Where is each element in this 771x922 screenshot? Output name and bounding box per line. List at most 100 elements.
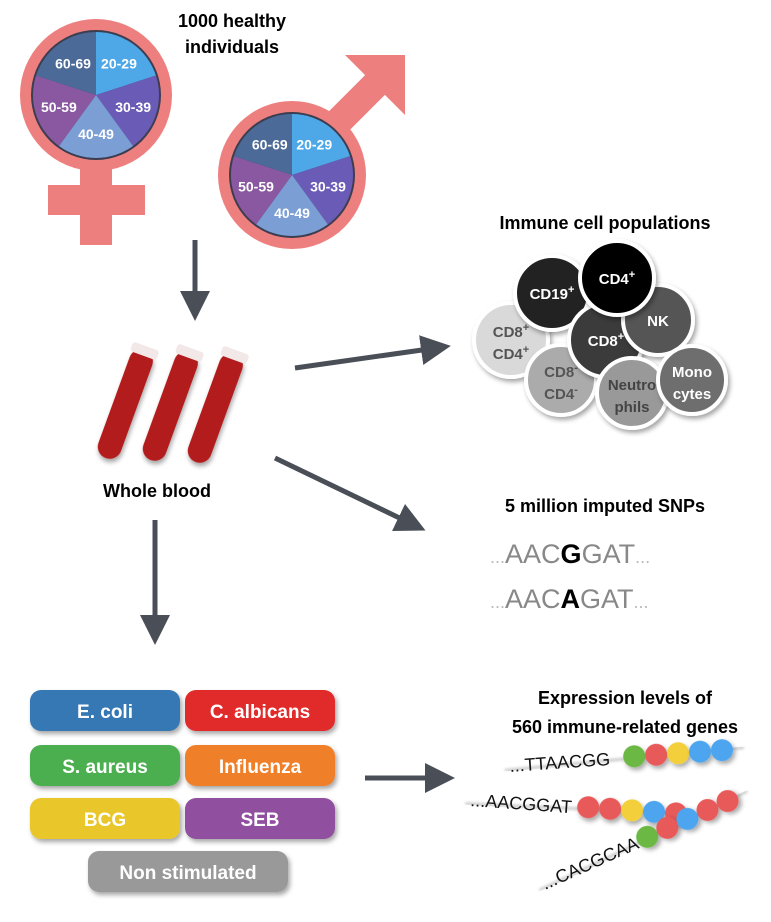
cell-label-sup: +	[523, 344, 529, 356]
cell-monocytes: Mono cytes	[656, 344, 728, 416]
stimuli-grid: E. coli C. albicans S. aureus Influenza BCG S…	[30, 690, 335, 892]
cell-label-text: Neutro	[608, 377, 656, 394]
cell-label: phils	[614, 399, 649, 416]
pie-slice-60-69	[36, 32, 96, 95]
pie-slice-20-29	[292, 114, 351, 175]
stimulus-label: Influenza	[219, 757, 302, 778]
cell-label: CD4-	[544, 384, 578, 403]
transcript-dot	[676, 807, 699, 830]
seq-left: AAC	[505, 584, 561, 614]
stimulus-label: SEB	[240, 810, 279, 831]
pie-slice-50-59	[33, 75, 96, 146]
transcript-dot	[656, 816, 679, 839]
transcript-dot	[623, 745, 646, 768]
seq-suffix: ...	[634, 592, 649, 612]
cohort-title-line2: individuals	[185, 37, 279, 57]
transcript-dot	[710, 739, 733, 762]
arrow-blood-to-snps	[273, 455, 426, 532]
cell-label-sup: -	[574, 384, 578, 396]
cell-label: CD8+	[588, 331, 624, 350]
cell-label-text: CD8	[544, 364, 574, 381]
cell-label-sup: +	[629, 269, 635, 281]
gene-sequence: ...AACGGAT	[470, 790, 573, 817]
pie-slice-20-29	[96, 32, 156, 95]
stimulus-bcg: BCG	[30, 798, 180, 839]
stimulus-e-coli: E. coli	[30, 690, 180, 731]
snps-title: 5 million imputed SNPs	[505, 496, 705, 516]
snp-sequence-1: ...AACGGAT...	[490, 539, 650, 569]
cell-label-text: CD8	[493, 324, 523, 341]
age-label: 30-39	[115, 99, 151, 115]
transcript-dot	[643, 800, 666, 823]
seq-suffix: ...	[635, 547, 650, 567]
cell-label-text: CD4	[599, 271, 630, 288]
cell-label: CD8-	[544, 362, 578, 381]
age-label: 50-59	[41, 99, 77, 115]
cell-label-sup: +	[618, 331, 624, 343]
stimulus-label: BCG	[84, 810, 126, 831]
cell-label: CD8+	[493, 322, 529, 341]
cell-neutrophils: Neutro phils	[595, 356, 669, 430]
seq-right: GAT	[582, 539, 636, 569]
snp-allele: A	[561, 584, 581, 614]
transcript-dot	[689, 740, 712, 763]
stimulus-c-albicans: C. albicans	[185, 690, 335, 731]
age-label: 30-39	[310, 179, 346, 195]
stimulus-label: E. coli	[77, 702, 133, 723]
snp-sequence-2: ...AACAGAT...	[490, 584, 649, 614]
cohort-title-line1: 1000 healthy	[178, 11, 286, 31]
seq-prefix: ...	[490, 547, 505, 567]
cell-label: CD4+	[493, 344, 529, 363]
stimulus-influenza: Influenza	[185, 745, 335, 786]
cell-label: CD4+	[599, 269, 635, 288]
snp-allele: G	[561, 539, 582, 569]
cell-label-text: CD19	[530, 286, 568, 303]
cell-label-sup: +	[568, 284, 574, 296]
cell-cd19: CD19+	[513, 254, 591, 332]
seq-right: GAT	[580, 584, 634, 614]
age-label: 20-29	[296, 136, 332, 152]
cell-label: Mono	[672, 364, 712, 381]
transcript-dot	[716, 790, 739, 813]
stimulus-label: S. aureus	[62, 757, 148, 778]
pie-slice-40-49	[58, 95, 134, 158]
cell-label-text: NK	[647, 313, 669, 330]
blood-tubes-icon	[97, 342, 249, 463]
age-label: 20-29	[101, 55, 137, 71]
cell-label-text: cytes	[673, 386, 711, 403]
pie-slice-40-49	[256, 175, 328, 236]
stimulus-s-aureus: S. aureus	[30, 745, 180, 786]
gene-sequence: ...CACGCAA	[538, 833, 641, 894]
stimulus-non-stimulated: Non stimulated	[88, 851, 288, 892]
stimulus-seb: SEB	[185, 798, 335, 839]
gene-expression-strands: ...TTAACGG ...AACGGAT ...CACGCAA	[465, 739, 748, 894]
cell-label: NK	[647, 313, 669, 330]
gene-sequence: ...TTAACGG	[509, 749, 611, 776]
cell-label-text: CD8	[588, 333, 618, 350]
cell-cd4: CD4+	[578, 239, 656, 317]
svg-text:...AACAGAT...: ...AACAGAT...	[490, 584, 649, 614]
cell-cd8cd4: CD8-CD4-	[524, 343, 598, 417]
age-label: 40-49	[274, 205, 310, 221]
cell-label-sup: +	[523, 322, 529, 334]
cell-label: Neutro	[608, 377, 656, 394]
svg-text:...AACGGAT...: ...AACGGAT...	[490, 539, 650, 569]
immune-cells-title: Immune cell populations	[499, 213, 710, 233]
transcript-dot	[696, 798, 719, 821]
transcript-dot	[621, 799, 644, 822]
stimulus-label: Non stimulated	[119, 863, 256, 884]
transcript-dot	[645, 743, 668, 766]
cell-label: cytes	[673, 386, 711, 403]
cell-label-sup: -	[574, 362, 578, 374]
cell-label-text: phils	[614, 399, 649, 416]
seq-prefix: ...	[490, 592, 505, 612]
pie-slice-30-39	[292, 156, 353, 225]
expression-title-line2: 560 immune-related genes	[512, 717, 738, 737]
transcript-dot	[599, 797, 622, 820]
pie-slice-30-39	[96, 75, 159, 146]
cell-label-text: CD4	[544, 386, 575, 403]
